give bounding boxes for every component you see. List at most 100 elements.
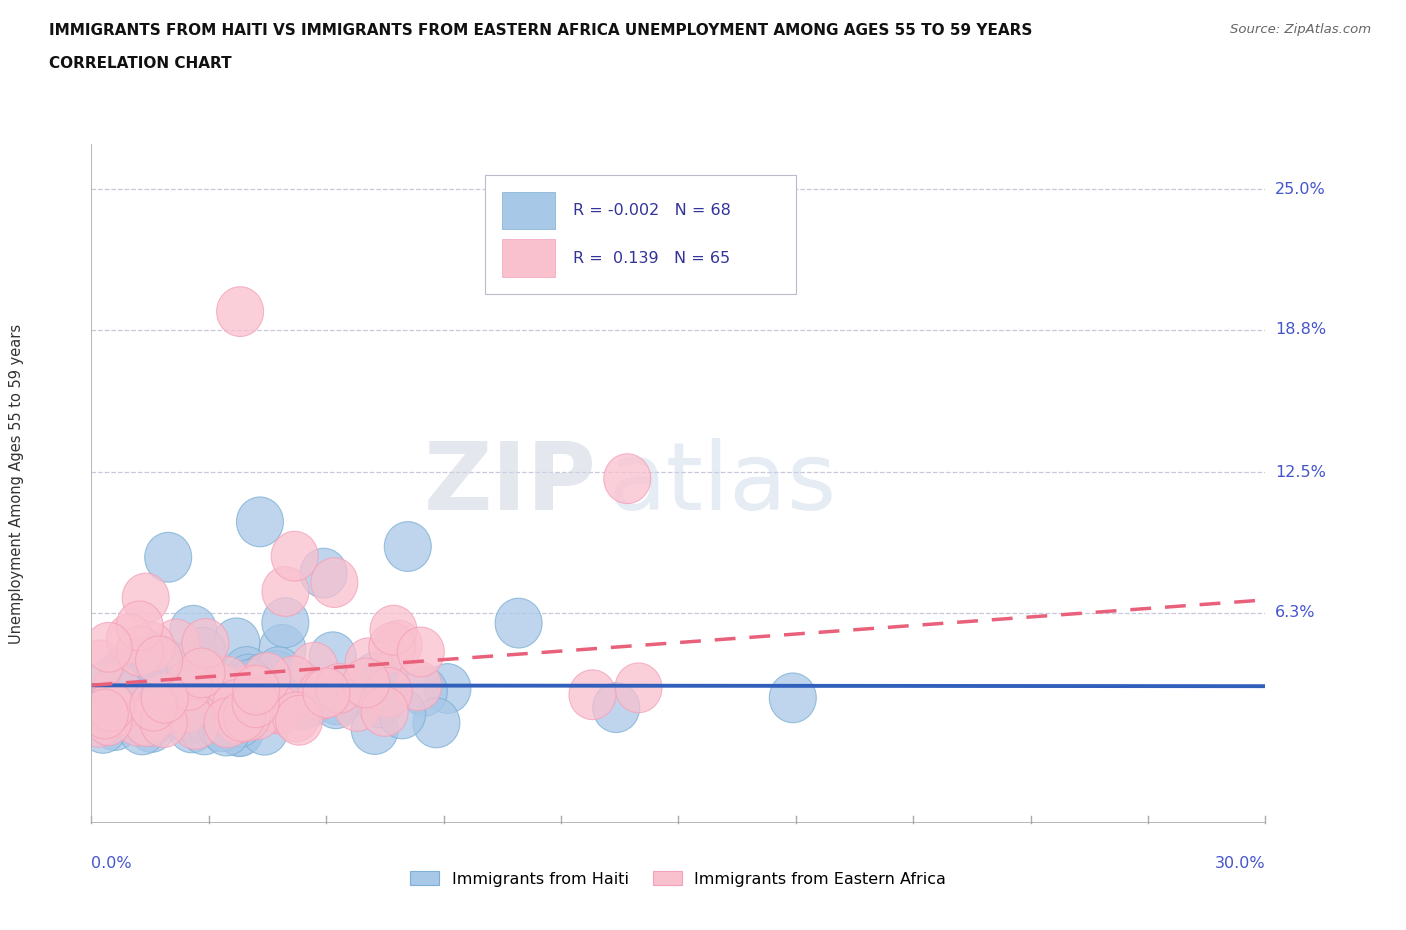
Ellipse shape xyxy=(769,673,817,723)
Ellipse shape xyxy=(122,573,169,623)
Ellipse shape xyxy=(172,699,219,750)
Ellipse shape xyxy=(170,690,217,739)
Ellipse shape xyxy=(80,703,127,753)
Ellipse shape xyxy=(254,647,302,697)
Ellipse shape xyxy=(197,664,243,713)
Ellipse shape xyxy=(198,702,245,751)
Ellipse shape xyxy=(243,653,290,702)
Ellipse shape xyxy=(239,654,287,703)
Ellipse shape xyxy=(287,677,333,726)
Ellipse shape xyxy=(413,698,460,748)
Ellipse shape xyxy=(232,678,278,727)
Ellipse shape xyxy=(181,685,229,736)
Ellipse shape xyxy=(262,671,309,721)
Ellipse shape xyxy=(87,658,134,708)
Ellipse shape xyxy=(217,707,263,757)
Ellipse shape xyxy=(98,649,146,699)
Ellipse shape xyxy=(593,683,640,733)
Ellipse shape xyxy=(217,706,263,756)
Ellipse shape xyxy=(229,681,276,731)
Ellipse shape xyxy=(228,665,274,715)
Ellipse shape xyxy=(170,694,217,744)
Ellipse shape xyxy=(145,640,191,690)
Ellipse shape xyxy=(134,639,180,688)
Ellipse shape xyxy=(170,605,217,655)
Ellipse shape xyxy=(131,650,177,700)
Ellipse shape xyxy=(128,622,174,672)
FancyBboxPatch shape xyxy=(502,192,555,229)
Ellipse shape xyxy=(162,683,209,733)
Text: 0.0%: 0.0% xyxy=(91,856,132,870)
Ellipse shape xyxy=(141,673,188,724)
Ellipse shape xyxy=(127,697,173,747)
Ellipse shape xyxy=(86,622,132,672)
Ellipse shape xyxy=(93,663,141,713)
Ellipse shape xyxy=(314,675,360,724)
Ellipse shape xyxy=(375,620,422,671)
Ellipse shape xyxy=(378,689,426,738)
Ellipse shape xyxy=(278,680,325,730)
Ellipse shape xyxy=(117,601,163,651)
Ellipse shape xyxy=(165,660,212,711)
Text: 18.8%: 18.8% xyxy=(1275,322,1326,338)
Ellipse shape xyxy=(361,653,408,702)
Ellipse shape xyxy=(76,640,122,690)
Text: CORRELATION CHART: CORRELATION CHART xyxy=(49,56,232,71)
Ellipse shape xyxy=(357,678,404,727)
Ellipse shape xyxy=(384,522,432,571)
Ellipse shape xyxy=(124,697,172,747)
Text: 25.0%: 25.0% xyxy=(1275,182,1326,197)
Ellipse shape xyxy=(256,684,302,734)
Ellipse shape xyxy=(252,683,298,733)
Ellipse shape xyxy=(425,664,471,713)
Ellipse shape xyxy=(145,532,191,582)
Ellipse shape xyxy=(141,698,187,748)
Ellipse shape xyxy=(98,665,145,714)
Ellipse shape xyxy=(148,662,195,711)
Ellipse shape xyxy=(202,697,249,747)
Ellipse shape xyxy=(259,624,307,674)
Ellipse shape xyxy=(120,637,166,686)
Ellipse shape xyxy=(353,652,399,702)
Ellipse shape xyxy=(97,675,143,725)
Ellipse shape xyxy=(240,705,288,755)
Ellipse shape xyxy=(368,622,416,672)
Ellipse shape xyxy=(370,605,418,655)
Ellipse shape xyxy=(128,702,174,752)
Ellipse shape xyxy=(233,665,280,715)
Ellipse shape xyxy=(118,663,166,712)
Ellipse shape xyxy=(569,670,616,720)
Ellipse shape xyxy=(181,618,229,669)
Ellipse shape xyxy=(343,658,389,708)
Text: Source: ZipAtlas.com: Source: ZipAtlas.com xyxy=(1230,23,1371,36)
Ellipse shape xyxy=(262,670,308,719)
Ellipse shape xyxy=(316,663,363,713)
Ellipse shape xyxy=(395,660,441,711)
Ellipse shape xyxy=(121,649,167,699)
Ellipse shape xyxy=(401,667,447,716)
Ellipse shape xyxy=(111,671,157,721)
Ellipse shape xyxy=(217,698,263,748)
Ellipse shape xyxy=(224,692,270,741)
Ellipse shape xyxy=(212,680,260,729)
Text: IMMIGRANTS FROM HAITI VS IMMIGRANTS FROM EASTERN AFRICA UNEMPLOYMENT AMONG AGES : IMMIGRANTS FROM HAITI VS IMMIGRANTS FROM… xyxy=(49,23,1032,38)
Ellipse shape xyxy=(225,654,273,704)
Ellipse shape xyxy=(181,692,229,741)
Ellipse shape xyxy=(181,705,228,755)
Text: 6.3%: 6.3% xyxy=(1275,605,1316,620)
Ellipse shape xyxy=(218,692,266,741)
Ellipse shape xyxy=(304,668,350,718)
Ellipse shape xyxy=(262,566,309,617)
Ellipse shape xyxy=(352,705,398,754)
Text: 12.5%: 12.5% xyxy=(1275,465,1326,480)
FancyBboxPatch shape xyxy=(502,239,555,276)
Ellipse shape xyxy=(299,549,347,598)
Ellipse shape xyxy=(180,662,228,711)
Ellipse shape xyxy=(153,619,200,669)
Text: Unemployment Among Ages 55 to 59 years: Unemployment Among Ages 55 to 59 years xyxy=(10,324,24,644)
Ellipse shape xyxy=(280,662,328,712)
Ellipse shape xyxy=(312,679,360,729)
Text: 30.0%: 30.0% xyxy=(1215,856,1265,870)
Ellipse shape xyxy=(366,668,412,717)
Text: ZIP: ZIP xyxy=(423,438,596,529)
